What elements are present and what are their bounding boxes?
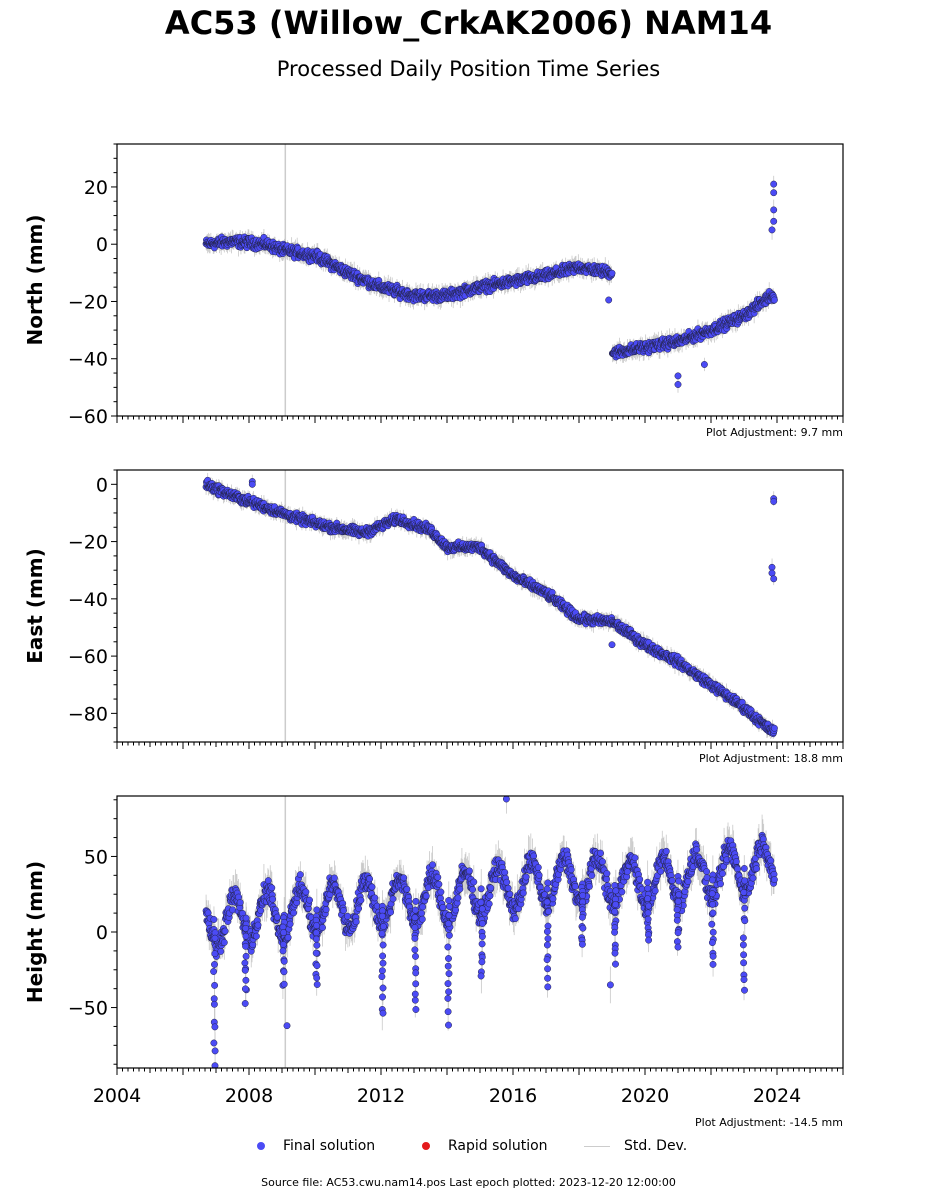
y-tick-label: −20 bbox=[68, 291, 108, 313]
data-point bbox=[770, 296, 778, 304]
plot-area bbox=[202, 144, 778, 416]
y-tick-label: −20 bbox=[68, 532, 108, 554]
data-point bbox=[770, 217, 778, 225]
data-point bbox=[770, 498, 778, 505]
data-point bbox=[674, 381, 682, 388]
y-axis-label: East (mm) bbox=[23, 548, 47, 664]
data-point bbox=[608, 269, 616, 277]
data-point bbox=[770, 206, 778, 214]
plot-adjustment: Plot Adjustment: 9.7 mm bbox=[706, 426, 843, 439]
data-point bbox=[674, 372, 682, 380]
data-point bbox=[770, 575, 778, 583]
y-tick-label: −60 bbox=[68, 406, 108, 428]
data-point bbox=[768, 569, 776, 577]
y-tick-label: 20 bbox=[84, 177, 108, 199]
data-point bbox=[770, 180, 778, 188]
y-axis-label: North (mm) bbox=[23, 214, 47, 345]
plot-area bbox=[202, 470, 778, 742]
y-tick-label: −60 bbox=[68, 646, 108, 668]
y-tick-label: −40 bbox=[68, 349, 108, 371]
data-point bbox=[770, 724, 778, 732]
y-tick-label: 0 bbox=[96, 474, 108, 496]
chart-title: AC53 (Willow_CrkAK2006) NAM14 bbox=[164, 4, 773, 42]
y-tick-label: −80 bbox=[68, 703, 108, 725]
chart-subtitle: Processed Daily Position Time Series bbox=[276, 57, 661, 81]
plot-area bbox=[202, 796, 778, 1068]
final-solution-points bbox=[202, 476, 778, 738]
final-solution-points bbox=[202, 180, 778, 388]
panel-2: 0 −20 −40 −60 −80 East (mm) Plot Adjustment: 1… bbox=[23, 469, 844, 765]
y-tick-label: 0 bbox=[96, 234, 108, 256]
data-point bbox=[608, 641, 616, 649]
data-point bbox=[700, 361, 708, 368]
data-point bbox=[768, 226, 776, 234]
panel-1: 20 0 −20 −40 −60 North (mm) Plot Adjustment: 9… bbox=[23, 143, 844, 439]
data-point bbox=[605, 296, 613, 304]
y-tick-label: −40 bbox=[68, 589, 108, 611]
data-point bbox=[768, 563, 776, 571]
data-point bbox=[770, 189, 778, 197]
plot-adjustment: Plot Adjustment: 18.8 mm bbox=[699, 752, 843, 765]
data-point bbox=[248, 480, 256, 488]
